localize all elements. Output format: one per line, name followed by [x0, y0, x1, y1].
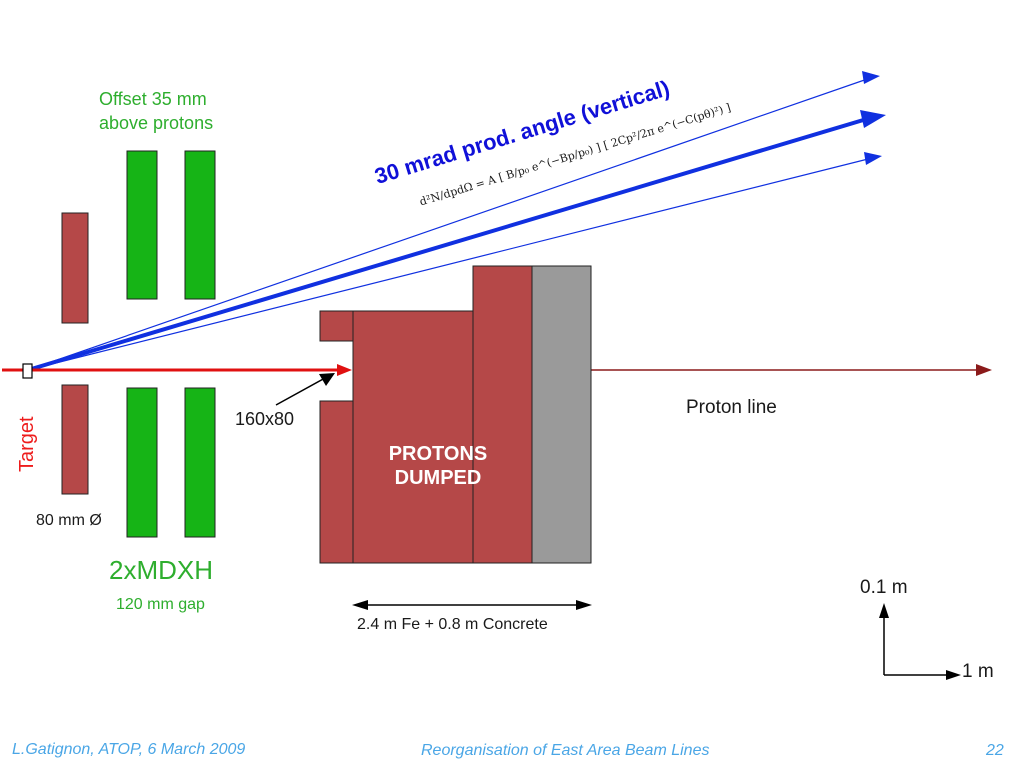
proton-beam-arrowhead — [337, 364, 352, 376]
beam-lower-arrowhead — [864, 152, 882, 165]
aperture-pointer — [275, 377, 326, 406]
aperture-label: 160x80 — [235, 409, 295, 429]
proton-line-arrowhead — [976, 364, 992, 376]
footer-author: L.Gatignon, ATOP, 6 March 2009 — [12, 741, 246, 758]
beam-central-arrowhead — [860, 110, 886, 128]
beam-lower-envelope — [27, 156, 877, 371]
target-label: Target — [16, 416, 38, 472]
dump-concrete — [531, 265, 592, 564]
dump-iron-rear — [472, 265, 533, 564]
scale-bar-horizontal-head — [946, 670, 961, 680]
beam-upper-envelope — [27, 75, 877, 371]
beam-upper-arrowhead — [862, 71, 880, 84]
dump-iron-front-lower — [319, 400, 354, 564]
dump-label-line2: DUMPED — [394, 467, 482, 489]
footer-page-number: 22 — [986, 742, 1004, 759]
dump-label: PROTONS DUMPED — [368, 442, 508, 490]
gap-label: 120 mm gap — [116, 596, 205, 613]
magnets-label: 2xMDXH — [109, 555, 214, 585]
shield-dim-left-head — [352, 600, 368, 610]
collimator-lower — [61, 384, 89, 495]
collimator-upper — [61, 212, 89, 324]
dump-iron-front — [319, 310, 354, 342]
shield-length-label: 2.4 m Fe + 0.8 m Concrete — [357, 616, 548, 633]
dump-label-line1: PROTONS — [388, 443, 488, 465]
proton-line-label: Proton line — [686, 397, 777, 418]
scale-bar-vertical-head — [879, 603, 889, 618]
offset-label-line2: above protons — [99, 113, 214, 133]
magnet-upper-2 — [184, 150, 216, 300]
beam-central-axis — [27, 116, 871, 372]
footer-title: Reorganisation of East Area Beam Lines — [421, 742, 710, 759]
diameter-label: 80 mm Ø — [36, 512, 102, 529]
magnet-lower-1 — [126, 387, 158, 538]
dump-iron-main — [352, 310, 474, 564]
scale-vertical-label: 0.1 m — [860, 577, 908, 598]
offset-label-line1: Offset 35 mm — [99, 89, 207, 109]
shield-dim-right-head — [576, 600, 592, 610]
magnet-lower-2 — [184, 387, 216, 538]
scale-horizontal-label: 1 m — [962, 661, 994, 682]
magnet-upper-1 — [126, 150, 158, 300]
aperture-pointer-head — [319, 373, 335, 386]
target-marker — [22, 363, 33, 379]
